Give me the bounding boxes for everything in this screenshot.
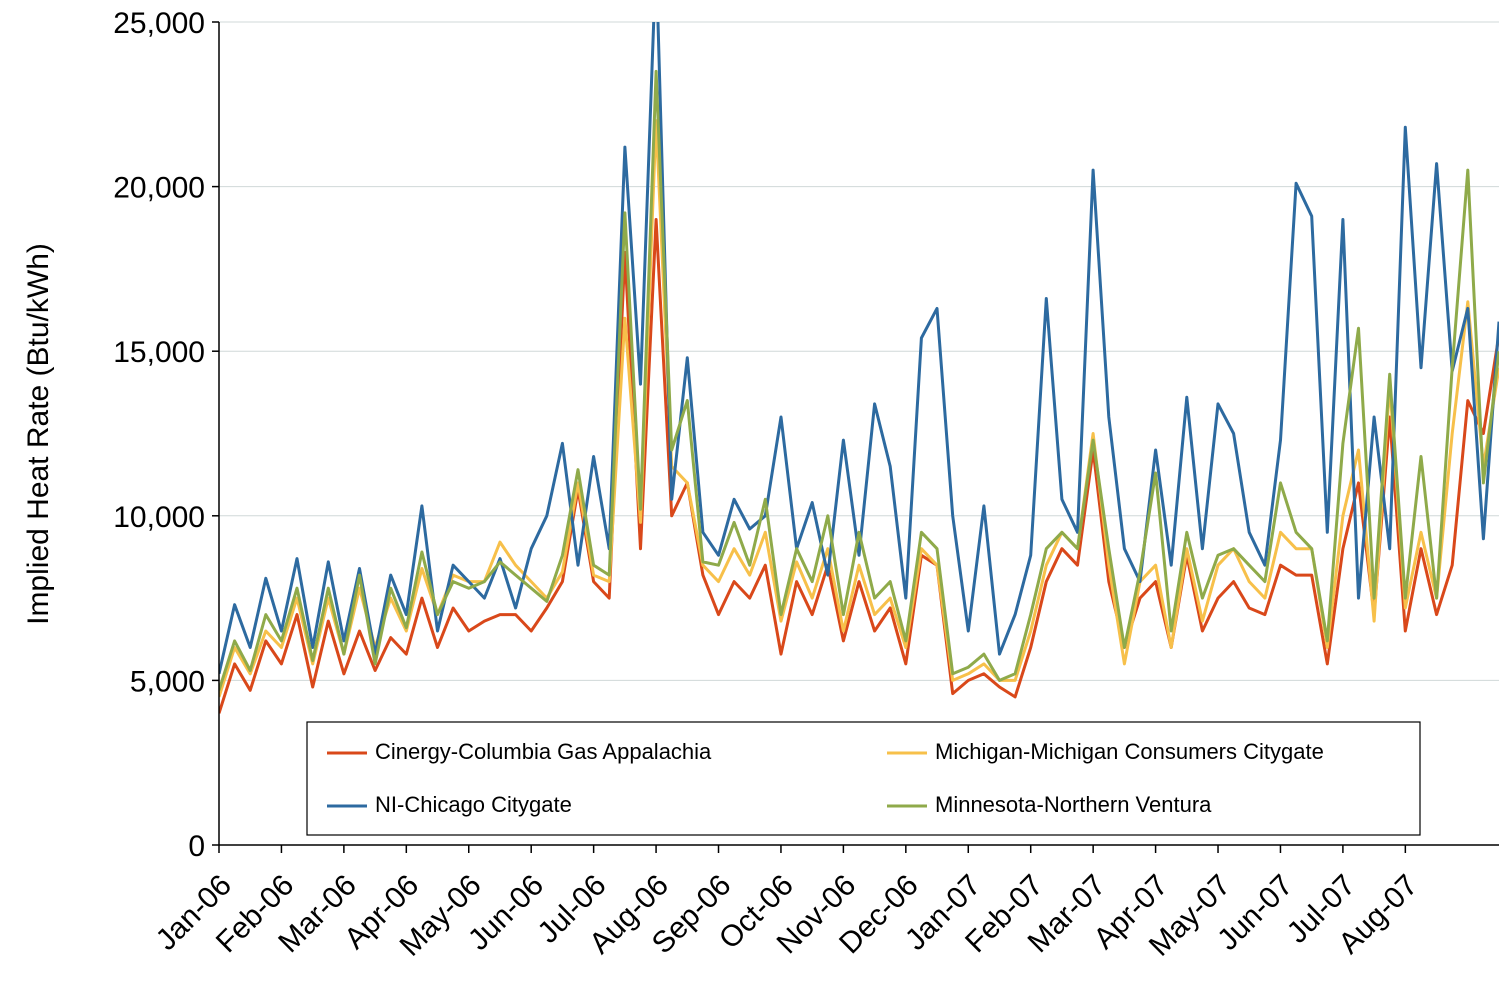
grid: [219, 21, 1499, 681]
legend-label: Cinergy-Columbia Gas Appalachia: [375, 739, 712, 764]
y-tick-label: 25,000: [113, 7, 205, 40]
legend-label: Michigan-Michigan Consumers Citygate: [935, 739, 1324, 764]
y-tick-label: 15,000: [113, 336, 205, 369]
y-axis-title: Implied Heat Rate (Btu/kWh): [22, 243, 55, 625]
y-tick-label: 10,000: [113, 501, 205, 534]
y-tick-label: 0: [188, 830, 205, 863]
legend-label: NI-Chicago Citygate: [375, 792, 572, 817]
legend-label: Minnesota-Northern Ventura: [935, 792, 1212, 817]
legend-box: [306, 721, 1421, 836]
series-line: [219, 218, 1499, 714]
series-line: [219, 69, 1499, 691]
y-tick-label: 20,000: [113, 172, 205, 205]
series-line: [219, 22, 1499, 675]
lines: [219, 22, 1499, 714]
legend: Cinergy-Columbia Gas Appalachia Michigan-…: [306, 721, 1421, 836]
y-tick-label: 5,000: [130, 665, 205, 698]
